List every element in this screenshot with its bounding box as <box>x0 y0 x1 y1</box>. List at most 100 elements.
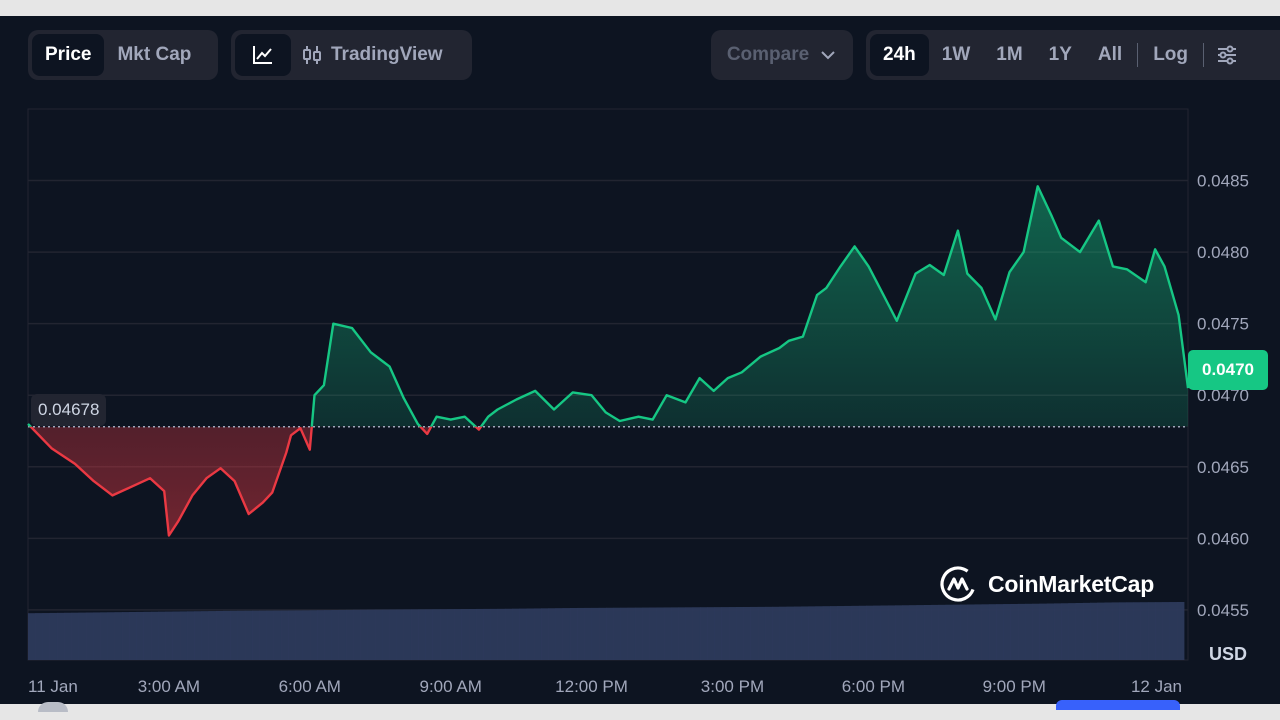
range-1w[interactable]: 1W <box>941 44 971 65</box>
volume-bar <box>266 610 275 660</box>
volume-bar <box>519 608 527 660</box>
volume-bar <box>822 606 831 660</box>
price-chart[interactable]: 0.0455 0.0460 0.0465 0.0470 0.0475 0.0480 0.04… <box>0 16 1280 704</box>
volume-bar <box>548 608 556 660</box>
volume-bar <box>468 608 477 660</box>
y-tick-label: 0.0455 <box>1197 601 1249 620</box>
volume-bar <box>85 612 94 660</box>
volume-bar <box>475 608 484 660</box>
area-above-baseline <box>28 186 1188 427</box>
volume-bar <box>483 608 491 660</box>
x-tick-label: 9:00 PM <box>983 677 1046 696</box>
volume-bar <box>952 604 961 660</box>
chart-app: Price Mkt Cap TradingView Compare <box>0 16 1280 704</box>
volume-bar <box>389 609 397 660</box>
range-24h[interactable]: 24h <box>870 34 929 76</box>
volume-bar <box>671 607 679 660</box>
volume-bar <box>28 613 36 660</box>
volume-bar <box>49 612 58 660</box>
volume-bar <box>64 612 72 660</box>
tab-mkt-cap[interactable]: Mkt Cap <box>117 44 192 65</box>
tab-price[interactable]: Price <box>32 34 105 76</box>
volume-bar <box>338 609 347 660</box>
chevron-down-icon <box>821 51 835 60</box>
divider <box>1137 43 1139 67</box>
volume-bar <box>251 610 260 660</box>
currency-label: USD <box>1209 644 1248 664</box>
volume-bar <box>1111 602 1120 660</box>
settings-button[interactable] <box>1206 34 1248 76</box>
volume-bars <box>28 602 1185 660</box>
compare-dropdown[interactable]: Compare <box>711 30 853 80</box>
y-tick-label: 0.0465 <box>1197 458 1249 477</box>
volume-bar <box>1068 603 1077 660</box>
volume-bar <box>721 607 730 660</box>
volume-bar <box>757 606 766 660</box>
volume-bar <box>382 609 390 660</box>
tradingview-button[interactable]: TradingView <box>291 34 453 76</box>
y-tick-label: 0.0460 <box>1197 529 1249 548</box>
range-1y[interactable]: 1Y <box>1048 44 1072 65</box>
volume-bar <box>866 605 874 660</box>
log-toggle[interactable]: Log <box>1153 44 1189 65</box>
volume-bar <box>656 607 665 660</box>
volume-bar <box>215 610 224 660</box>
volume-bar <box>201 611 210 660</box>
price-lines <box>27 185 1190 537</box>
volume-bar <box>642 607 650 660</box>
volume-bar <box>374 609 383 660</box>
volume-bar <box>533 608 542 660</box>
volume-bar <box>873 605 881 660</box>
volume-bar <box>42 613 51 660</box>
volume-bar <box>425 609 433 660</box>
bottom-tab-indicator[interactable] <box>1056 700 1180 710</box>
volume-bar <box>396 609 405 660</box>
volume-bar <box>129 612 137 660</box>
volume-bar <box>454 609 462 660</box>
volume-bar <box>143 611 152 660</box>
volume-bar <box>974 604 983 660</box>
line-chart-icon <box>253 46 272 64</box>
volume-bar <box>512 608 520 660</box>
range-1m[interactable]: 1M <box>996 44 1023 65</box>
volume-bar <box>1104 602 1113 660</box>
line-chart-button[interactable] <box>235 34 291 76</box>
x-tick-label: 11 Jan <box>28 677 78 696</box>
volume-bar <box>793 606 802 660</box>
volume-bar <box>410 609 419 660</box>
volume-bar <box>107 612 116 660</box>
volume-bar <box>403 609 412 660</box>
volume-bar <box>1075 602 1084 660</box>
range-all[interactable]: All <box>1097 44 1123 65</box>
volume-bar <box>1118 602 1127 660</box>
x-tick-label: 3:00 PM <box>701 677 764 696</box>
volume-bar <box>1039 603 1048 660</box>
volume-bar <box>208 611 217 660</box>
current-price-label: 0.0470 <box>1188 350 1268 390</box>
watermark-label: CoinMarketCap <box>988 570 1155 597</box>
volume-bar <box>302 610 311 660</box>
volume-bar <box>663 607 672 660</box>
volume-bar <box>186 611 195 660</box>
volume-bar <box>1053 603 1062 660</box>
volume-bar <box>902 605 910 660</box>
volume-bar <box>772 606 780 660</box>
volume-bar <box>851 605 860 660</box>
volume-bar <box>367 609 376 660</box>
reference-price-label: 0.04678 <box>31 394 107 426</box>
volume-bar <box>121 612 130 660</box>
volume-bar <box>786 606 795 660</box>
volume-bar <box>598 607 607 660</box>
volume-bar <box>35 613 43 660</box>
volume-bar <box>100 612 108 660</box>
volume-bar <box>223 610 231 660</box>
volume-bar <box>71 612 79 660</box>
volume-bar <box>996 604 1004 660</box>
volume-bar <box>1126 602 1134 660</box>
volume-bar <box>728 607 737 660</box>
volume-bar <box>743 606 751 660</box>
volume-bar <box>172 611 181 660</box>
volume-bar <box>1017 603 1026 660</box>
coinmarketcap-logo-icon <box>940 566 976 602</box>
volume-bar <box>613 607 621 660</box>
